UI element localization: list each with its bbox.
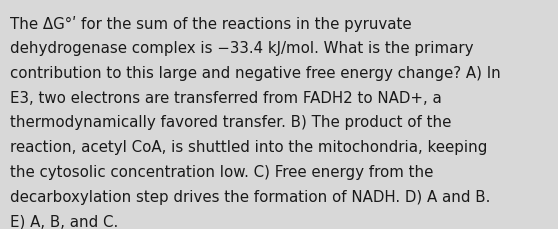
Text: the cytosolic concentration low. C) Free energy from the: the cytosolic concentration low. C) Free… [10, 164, 434, 179]
Text: thermodynamically favored transfer. B) The product of the: thermodynamically favored transfer. B) T… [10, 115, 451, 130]
Text: E3, two electrons are transferred from FADH2 to NAD+, a: E3, two electrons are transferred from F… [10, 90, 442, 105]
Text: contribution to this large and negative free energy change? A) In: contribution to this large and negative … [10, 65, 501, 80]
Text: dehydrogenase complex is −33.4 kJ/mol. What is the primary: dehydrogenase complex is −33.4 kJ/mol. W… [10, 41, 474, 56]
Text: decarboxylation step drives the formation of NADH. D) A and B.: decarboxylation step drives the formatio… [10, 189, 490, 204]
Text: E) A, B, and C.: E) A, B, and C. [10, 214, 118, 229]
Text: The ΔG°ʹ for the sum of the reactions in the pyruvate: The ΔG°ʹ for the sum of the reactions in… [10, 16, 412, 32]
Text: reaction, acetyl CoA, is shuttled into the mitochondria, keeping: reaction, acetyl CoA, is shuttled into t… [10, 140, 488, 155]
